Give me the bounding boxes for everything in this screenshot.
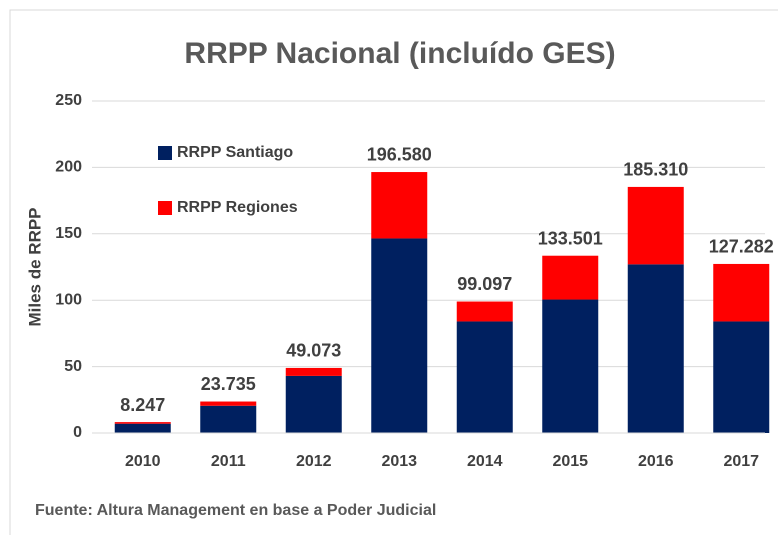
bar-segment — [371, 172, 428, 239]
x-tick-label: 2012 — [296, 453, 332, 470]
y-tick-label: 100 — [55, 291, 82, 308]
bar-segment — [627, 186, 684, 265]
bar-segment — [114, 422, 171, 424]
bar-segment — [114, 423, 171, 433]
total-label: 127.282 — [709, 237, 774, 257]
bar-segment — [542, 299, 599, 433]
total-label: 185.310 — [623, 160, 688, 180]
bar-segment — [285, 367, 342, 376]
x-tick-label: 2013 — [381, 453, 417, 470]
x-tick-label: 2010 — [125, 453, 161, 470]
x-tick-label: 2017 — [723, 453, 759, 470]
source-note: Fuente: Altura Management en base a Pode… — [35, 502, 436, 519]
x-tick-label: 2015 — [552, 453, 588, 470]
y-tick-label: 250 — [55, 92, 82, 109]
bar-segment — [456, 321, 513, 433]
total-label: 99.097 — [457, 274, 512, 294]
bar-segment — [456, 301, 513, 322]
total-label: 8.247 — [120, 395, 165, 415]
bar-segment — [200, 405, 257, 433]
y-tick-label: 0 — [73, 424, 82, 441]
x-tick-label: 2014 — [467, 453, 503, 470]
legend-swatch — [158, 201, 172, 215]
bar-segment — [371, 238, 428, 433]
bar-segment — [713, 263, 770, 322]
total-label: 133.501 — [538, 228, 603, 248]
bar-segment — [200, 401, 257, 406]
y-axis-label: Miles de RRPP — [25, 207, 44, 326]
total-label: 49.073 — [286, 341, 341, 361]
bar-segment — [713, 321, 770, 433]
chart-border — [9, 9, 778, 535]
bar-segment — [542, 255, 599, 300]
total-label: 23.735 — [201, 374, 256, 394]
total-label: 196.580 — [367, 145, 432, 165]
chart-title: RRPP Nacional (incluído GES) — [184, 37, 615, 70]
bar-segment — [285, 375, 342, 433]
y-tick-label: 150 — [55, 225, 82, 242]
bar-segment — [627, 264, 684, 433]
y-tick-label: 200 — [55, 159, 82, 176]
y-tick-label: 50 — [64, 358, 82, 375]
legend-label: RRPP Regiones — [177, 199, 298, 216]
x-tick-label: 2016 — [638, 453, 674, 470]
legend-label: RRPP Santiago — [177, 144, 293, 161]
legend-swatch — [158, 146, 172, 160]
x-tick-label: 2011 — [211, 453, 246, 470]
